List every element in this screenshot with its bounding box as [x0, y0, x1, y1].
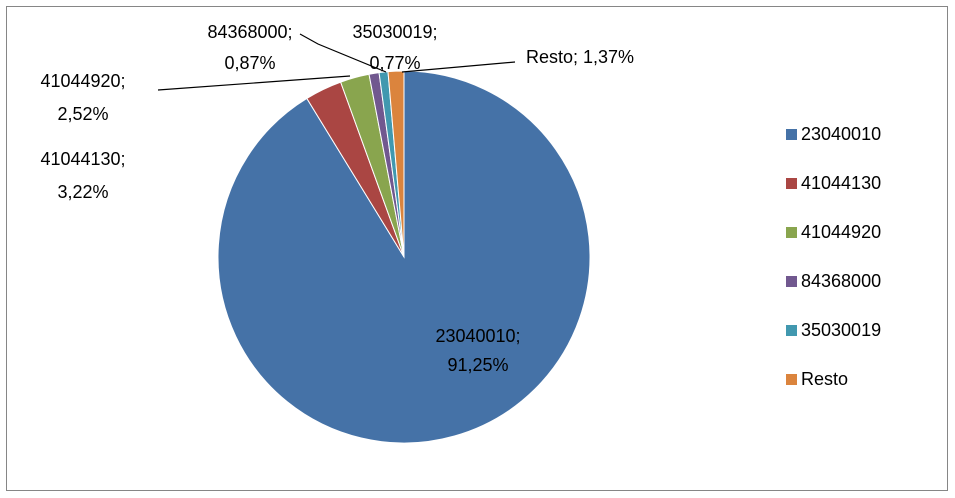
data-label: 23040010; 91,25%: [435, 326, 520, 375]
legend-label: 41044920: [801, 222, 881, 242]
legend-swatch: [786, 129, 797, 140]
data-label-line: 0,87%: [224, 53, 275, 73]
data-label: 41044130; 3,22%: [40, 149, 125, 202]
legend-label: 84368000: [801, 271, 881, 291]
data-label-line: 0,77%: [369, 53, 420, 73]
data-label-line: 3,22%: [57, 182, 108, 202]
pie-slice: [387, 70, 405, 258]
legend-swatch: [786, 178, 797, 189]
legend-label: 23040010: [801, 124, 881, 144]
data-label-line: 91,25%: [447, 355, 508, 375]
data-label-line: 41044920;: [40, 71, 125, 91]
legend-swatch: [786, 227, 797, 238]
leader-line: [299, 33, 387, 73]
legend-label: 35030019: [801, 320, 881, 340]
leader-line: [401, 61, 516, 73]
legend-swatch: [786, 276, 797, 287]
data-label: 41044920; 2,52%: [40, 71, 125, 124]
data-label-line: 84368000;: [207, 22, 292, 42]
data-label: 84368000; 0,87%: [207, 22, 292, 73]
data-label: Resto; 1,37%: [526, 47, 634, 67]
legend-swatch: [786, 325, 797, 336]
data-label-line: 2,52%: [57, 104, 108, 124]
data-label-line: 23040010;: [435, 326, 520, 346]
legend-label: 41044130: [801, 173, 881, 193]
data-label: 35030019; 0,77%: [352, 22, 437, 73]
legend-label: Resto: [801, 369, 848, 389]
legend-swatch: [786, 374, 797, 385]
leader-line: [157, 75, 351, 91]
data-label-line: 35030019;: [352, 22, 437, 42]
data-label-line: 41044130;: [40, 149, 125, 169]
